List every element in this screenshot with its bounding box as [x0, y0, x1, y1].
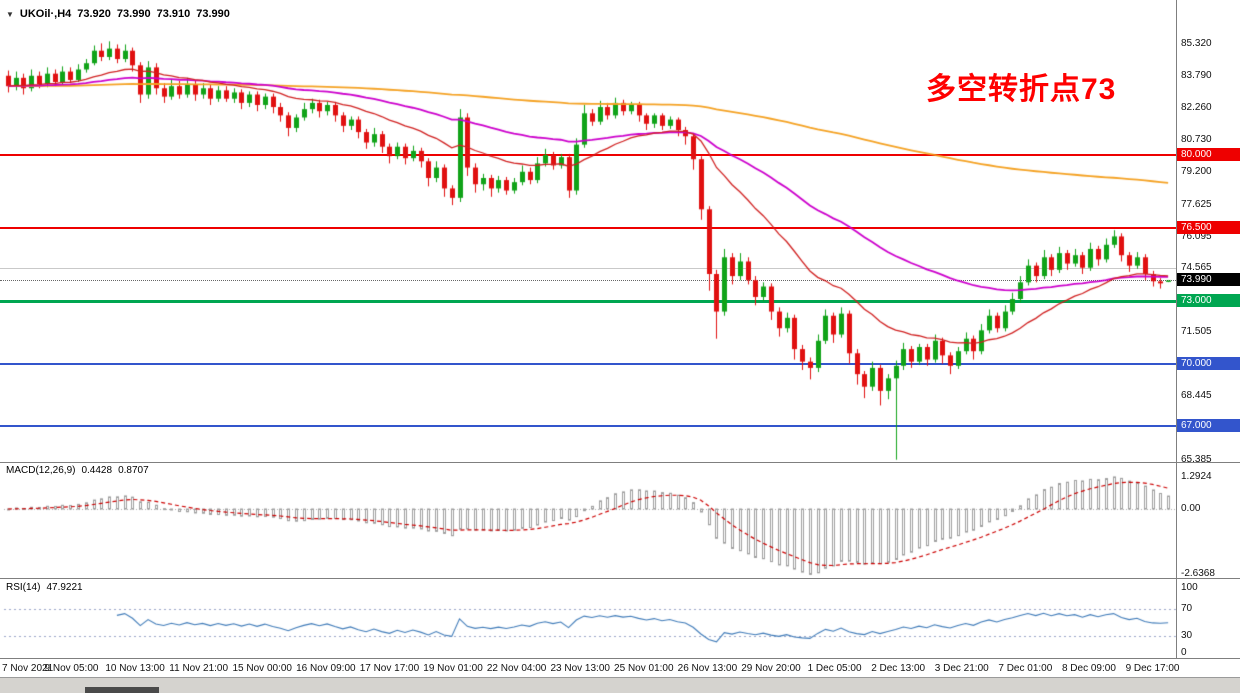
chart-annotation-text[interactable]: 多空转折点73: [926, 73, 1117, 106]
pane-separator-rsi-timeaxis: [0, 658, 1240, 659]
pane-separator-macd-rsi[interactable]: [0, 578, 1240, 579]
bottom-strip: [0, 677, 1240, 693]
macd-indicator-label: MACD(12,26,9) 0.4428 0.8707: [6, 465, 155, 476]
one-click-trading-collapse-icon[interactable]: ▼: [6, 10, 14, 19]
title-low-value: 73.910: [156, 8, 191, 20]
rsi-indicator-label: RSI(14) 47.9221: [6, 582, 89, 593]
title-close-value: 73.990: [196, 8, 230, 20]
symbol-timeframe-label: UKOil·,H4: [19, 8, 72, 20]
price-axis-separator: [1176, 0, 1177, 659]
macd-name: MACD(12,26,9): [6, 465, 76, 476]
macd-signal-value: 0.8707: [118, 465, 149, 476]
taskbar-fragment: [85, 687, 159, 693]
macd-main-value: 0.4428: [81, 465, 113, 476]
pane-separator-main-macd[interactable]: [0, 462, 1240, 463]
title-open-value: 73.920: [77, 8, 111, 20]
rsi-name: RSI(14): [6, 582, 41, 593]
title-high-value: 73.990: [116, 8, 151, 20]
rsi-value: 47.9221: [46, 582, 83, 593]
chart-title: ▼ UKOil·,H4 73.920 73.990 73.910 73.990: [6, 8, 236, 20]
